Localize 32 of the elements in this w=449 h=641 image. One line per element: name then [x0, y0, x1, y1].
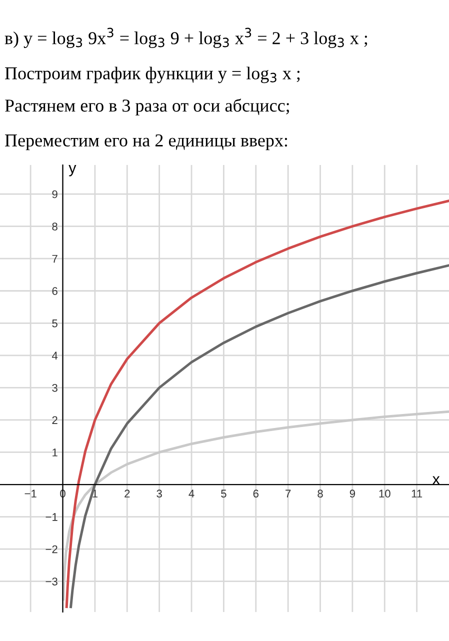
y-tick-label: 5 [52, 320, 58, 328]
chart-title: в) y = log$_{3}$ 9x$^{3}$ = log$_{3}$ 9 + log$_{3}$ x$^{3}$ = 2 + 3 log$_{3}$ x ; [4, 28, 368, 48]
y-tick-label: 7 [52, 254, 58, 263]
text: Переместим его на 2 единицы вверх: [5, 134, 288, 150]
y-tick-label: −2 [46, 545, 58, 554]
y-tick-label: 2 [52, 416, 58, 424]
x-tick-label: 7 [286, 490, 291, 498]
y-tick-label: 1 [52, 448, 58, 456]
x-tick-label: 6 [253, 490, 258, 498]
text: Построим график функции y = log$_{3}$ x ; [5, 66, 300, 84]
y-tick-label: 4 [52, 352, 58, 360]
x-tick-label: 2 [124, 490, 130, 498]
y-axis-title: y [68, 165, 76, 176]
line-series [70, 264, 449, 608]
x-tick-label: 10 [379, 490, 390, 498]
x-tick-label: −1 [24, 490, 36, 498]
y-tick-label: −1 [46, 513, 58, 521]
line-series [62, 410, 449, 601]
x-tick-label: 9 [350, 490, 356, 498]
text: Растянем его в 3 раза от оси абсцисс; [5, 98, 289, 116]
line-series [65, 200, 449, 608]
y-tick-label: 6 [52, 287, 58, 296]
x-tick-label: 11 [412, 490, 422, 498]
x-tick-label: 5 [221, 490, 226, 498]
x-tick-label: 8 [318, 490, 323, 498]
y-tick-label: 9 [52, 190, 58, 198]
x-axis-title: x [432, 476, 440, 484]
y-tick-label: 3 [52, 384, 58, 392]
y-tick-label: 8 [52, 222, 58, 230]
x-tick-label: 3 [156, 490, 162, 498]
y-tick-label: −3 [46, 578, 58, 586]
x-tick-label: 4 [188, 490, 194, 498]
